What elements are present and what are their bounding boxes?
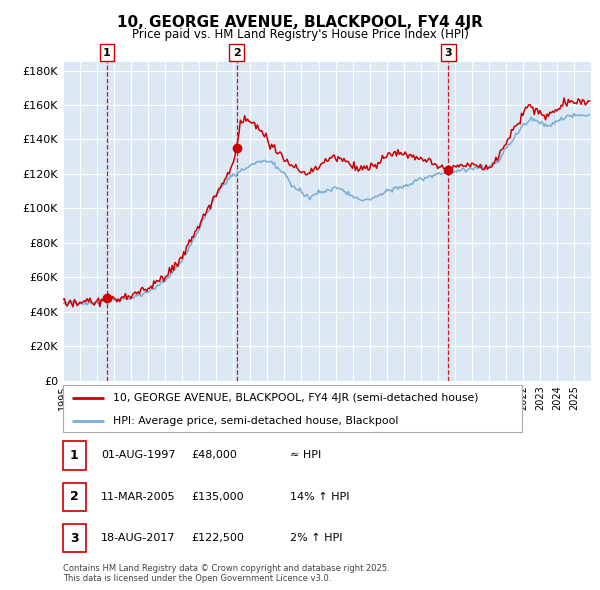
Text: 01-AUG-1997: 01-AUG-1997 — [101, 451, 175, 460]
Text: 3: 3 — [445, 48, 452, 58]
Text: 1: 1 — [70, 449, 79, 462]
Text: 1: 1 — [103, 48, 111, 58]
Text: £48,000: £48,000 — [191, 451, 236, 460]
Text: 2% ↑ HPI: 2% ↑ HPI — [290, 533, 342, 543]
Text: 10, GEORGE AVENUE, BLACKPOOL, FY4 4JR: 10, GEORGE AVENUE, BLACKPOOL, FY4 4JR — [117, 15, 483, 30]
Text: 3: 3 — [70, 532, 79, 545]
Text: £122,500: £122,500 — [191, 533, 244, 543]
Text: Contains HM Land Registry data © Crown copyright and database right 2025.
This d: Contains HM Land Registry data © Crown c… — [63, 563, 389, 583]
Text: 2: 2 — [233, 48, 241, 58]
Text: ≈ HPI: ≈ HPI — [290, 451, 321, 460]
Text: £135,000: £135,000 — [191, 492, 244, 502]
Text: HPI: Average price, semi-detached house, Blackpool: HPI: Average price, semi-detached house,… — [113, 415, 399, 425]
Text: 2: 2 — [70, 490, 79, 503]
Text: Price paid vs. HM Land Registry's House Price Index (HPI): Price paid vs. HM Land Registry's House … — [131, 28, 469, 41]
Text: 10, GEORGE AVENUE, BLACKPOOL, FY4 4JR (semi-detached house): 10, GEORGE AVENUE, BLACKPOOL, FY4 4JR (s… — [113, 393, 479, 403]
Text: 18-AUG-2017: 18-AUG-2017 — [101, 533, 175, 543]
Text: 14% ↑ HPI: 14% ↑ HPI — [290, 492, 349, 502]
Text: 11-MAR-2005: 11-MAR-2005 — [101, 492, 175, 502]
